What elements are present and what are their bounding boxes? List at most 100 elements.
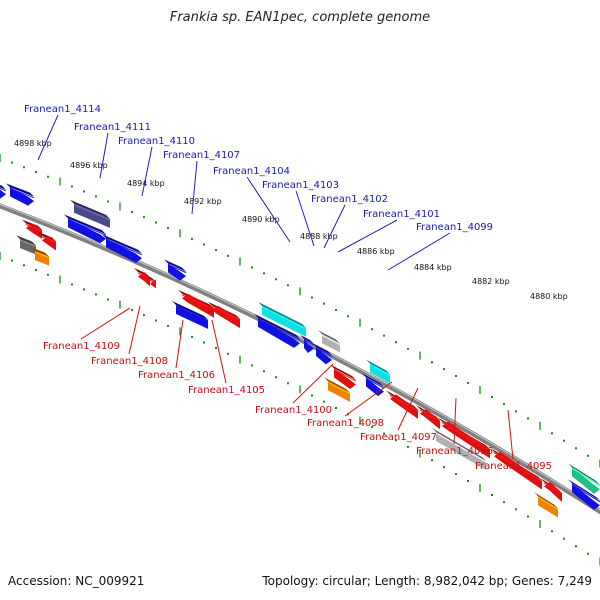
leader-line-top bbox=[323, 204, 346, 249]
gene-label-bottom: Franean1_4096 bbox=[416, 446, 493, 457]
gene-arrow-top bbox=[70, 199, 110, 219]
gene-arrow-shine bbox=[537, 496, 559, 510]
gene-arrow-top bbox=[300, 334, 314, 345]
gene-arrow-shine bbox=[333, 368, 357, 382]
gene-arrow-face bbox=[138, 272, 150, 287]
gene-arrow bbox=[258, 301, 307, 337]
gene-arrow-shine bbox=[137, 272, 151, 279]
gene-arrow-shine bbox=[543, 482, 563, 495]
gene-arrow-shine bbox=[34, 251, 50, 259]
gene-label-bottom: Franean1_4109 bbox=[43, 341, 120, 352]
scale-label-kbp: 4894 kbp bbox=[127, 179, 165, 188]
gene-arrow-face bbox=[370, 363, 390, 384]
gene-label-top: Franean1_4107 bbox=[163, 150, 240, 161]
gene-label-bottom: Franean1_4106 bbox=[138, 370, 215, 381]
scale-label-kbp: 4882 kbp bbox=[472, 277, 510, 286]
leader-line-top bbox=[337, 219, 398, 253]
gene-features bbox=[0, 183, 600, 518]
gene-arrow-shine bbox=[67, 218, 107, 236]
gene-label-bottom: Franean1_4098 bbox=[307, 418, 384, 429]
gene-arrow-shine bbox=[369, 364, 391, 376]
gene-arrow bbox=[22, 219, 43, 239]
gene-arrow-shine bbox=[73, 204, 111, 221]
gene-arrow bbox=[540, 477, 563, 502]
gene-label-top: Franean1_4099 bbox=[416, 222, 493, 233]
gene-arrow bbox=[31, 247, 50, 266]
gene-arrow-face bbox=[35, 251, 49, 266]
gene-arrow-shine bbox=[327, 381, 351, 395]
gene-arrow-face bbox=[0, 189, 6, 199]
gene-arrow bbox=[300, 334, 315, 354]
leader-line-bottom bbox=[80, 307, 131, 340]
gene-label-bottom: Franean1_4095 bbox=[475, 461, 552, 472]
gene-arrow bbox=[318, 330, 341, 353]
leader-line-bottom bbox=[344, 381, 393, 417]
gene-arrow-face bbox=[68, 218, 106, 244]
gene-arrow-shine bbox=[571, 483, 600, 503]
scale-label-kbp: 4884 kbp bbox=[414, 263, 452, 272]
gene-arrow bbox=[416, 405, 441, 430]
gene-arrow-face bbox=[572, 467, 600, 494]
gene-arrow-shine bbox=[303, 339, 315, 346]
gene-arrow-shine bbox=[441, 422, 491, 451]
gene-arrow-shine bbox=[167, 263, 187, 274]
gene-arrow-shine bbox=[9, 187, 35, 199]
gene-arrow-top bbox=[254, 313, 300, 339]
gene-label-top: Franean1_4104 bbox=[213, 166, 290, 177]
gene-arrow-top bbox=[172, 301, 208, 320]
gene-arrow-shine bbox=[493, 452, 543, 483]
gene-arrow bbox=[324, 377, 351, 402]
gene-arrow bbox=[490, 447, 543, 490]
gene-arrow-face bbox=[442, 421, 490, 459]
gene-arrow-face bbox=[544, 481, 562, 502]
gene-arrow-face bbox=[74, 203, 110, 228]
gene-arrow-face bbox=[26, 223, 42, 239]
gene-arrow bbox=[0, 185, 7, 199]
gene-arrow bbox=[16, 235, 37, 255]
gene-arrow-shine bbox=[419, 409, 441, 422]
leader-line-bottom bbox=[211, 319, 227, 384]
gene-arrow-top bbox=[568, 479, 600, 501]
gene-arrow-face bbox=[304, 338, 314, 354]
gene-arrow-top bbox=[6, 183, 34, 197]
gene-arrow-shine bbox=[25, 224, 43, 232]
gene-arrow-face bbox=[212, 305, 240, 329]
gene-arrow-top bbox=[362, 373, 384, 388]
gene-arrow-face bbox=[390, 394, 418, 419]
map-title: Frankia sp. EAN1pec, complete genome bbox=[169, 10, 431, 25]
gene-arrow-shine bbox=[149, 279, 157, 284]
gene-arrow-top bbox=[432, 428, 486, 461]
gene-arrow-shine bbox=[19, 239, 37, 247]
gene-label-bottom: Franean1_4100 bbox=[255, 405, 332, 416]
gene-arrow-shine bbox=[261, 306, 307, 330]
gene-arrow-shine bbox=[257, 318, 301, 341]
gene-arrow bbox=[432, 428, 487, 470]
gene-arrow-top bbox=[16, 235, 36, 246]
gene-arrow-face bbox=[420, 409, 440, 430]
gene-arrow-face bbox=[182, 293, 214, 318]
gene-arrow bbox=[70, 199, 111, 228]
gene-arrow-face bbox=[322, 334, 340, 353]
gene-arrow-top bbox=[146, 275, 156, 283]
gene-arrow-shine bbox=[435, 432, 487, 463]
scale-label-kbp: 4880 kbp bbox=[530, 292, 568, 301]
leader-line-top bbox=[99, 132, 109, 179]
gene-arrow-top bbox=[312, 343, 332, 356]
gene-arrow-face bbox=[20, 239, 36, 255]
gene-arrow-shine bbox=[105, 238, 143, 256]
scale-label-kbp: 4886 kbp bbox=[357, 247, 395, 256]
gene-arrow bbox=[172, 301, 209, 329]
scale-label-kbp: 4898 kbp bbox=[14, 139, 52, 148]
gene-arrow-face bbox=[572, 483, 600, 510]
leader-line-top bbox=[295, 190, 315, 247]
gene-arrow bbox=[102, 234, 143, 263]
gene-arrow-shine bbox=[389, 394, 419, 412]
gene-arrow-face bbox=[10, 187, 34, 206]
gene-arrow bbox=[164, 259, 187, 281]
gene-arrow-shine bbox=[315, 347, 333, 357]
leader-line-bottom bbox=[507, 409, 514, 460]
gene-arrow-face bbox=[316, 347, 332, 365]
backbone-highlight bbox=[0, 203, 600, 511]
gene-arrow bbox=[64, 214, 107, 244]
